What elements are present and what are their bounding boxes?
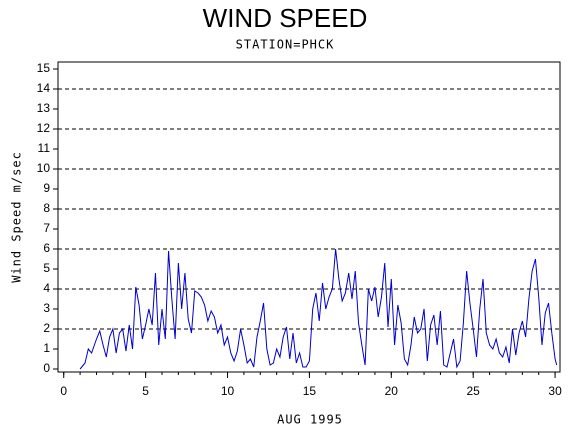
- chart-subtitle: STATION=PHCK: [236, 38, 335, 52]
- y-tick-label: 7: [43, 221, 50, 235]
- x-tick-label: 15: [303, 384, 317, 398]
- y-tick-label: 8: [43, 201, 50, 215]
- y-tick-label: 2: [43, 321, 50, 335]
- x-tick-label: 5: [142, 384, 149, 398]
- y-tick-label: 10: [37, 161, 51, 175]
- y-tick-label: 9: [43, 181, 50, 195]
- x-tick-label: 0: [60, 384, 67, 398]
- y-tick-label: 1: [43, 341, 50, 355]
- x-tick-label: 30: [548, 384, 562, 398]
- y-tick-label: 3: [43, 301, 50, 315]
- y-tick-label: 12: [37, 121, 51, 135]
- y-tick-label: 6: [43, 241, 50, 255]
- y-tick-label: 13: [37, 101, 51, 115]
- y-tick-label: 11: [38, 141, 51, 155]
- y-tick-label: 4: [43, 281, 50, 295]
- x-tick-label: 10: [221, 384, 235, 398]
- y-tick-label: 14: [37, 81, 51, 95]
- y-tick-label: 15: [37, 61, 51, 75]
- y-tick-label: 0: [43, 361, 50, 375]
- data-line: [79, 248, 558, 370]
- x-tick-label: 20: [385, 384, 399, 398]
- y-tick-label: 5: [43, 261, 50, 275]
- y-axis-label: Wind Speed m/sec: [10, 151, 24, 283]
- x-axis-label: AUG 1995: [277, 413, 343, 427]
- x-tick-label: 25: [467, 384, 481, 398]
- chart-title: WIND SPEED: [203, 3, 368, 33]
